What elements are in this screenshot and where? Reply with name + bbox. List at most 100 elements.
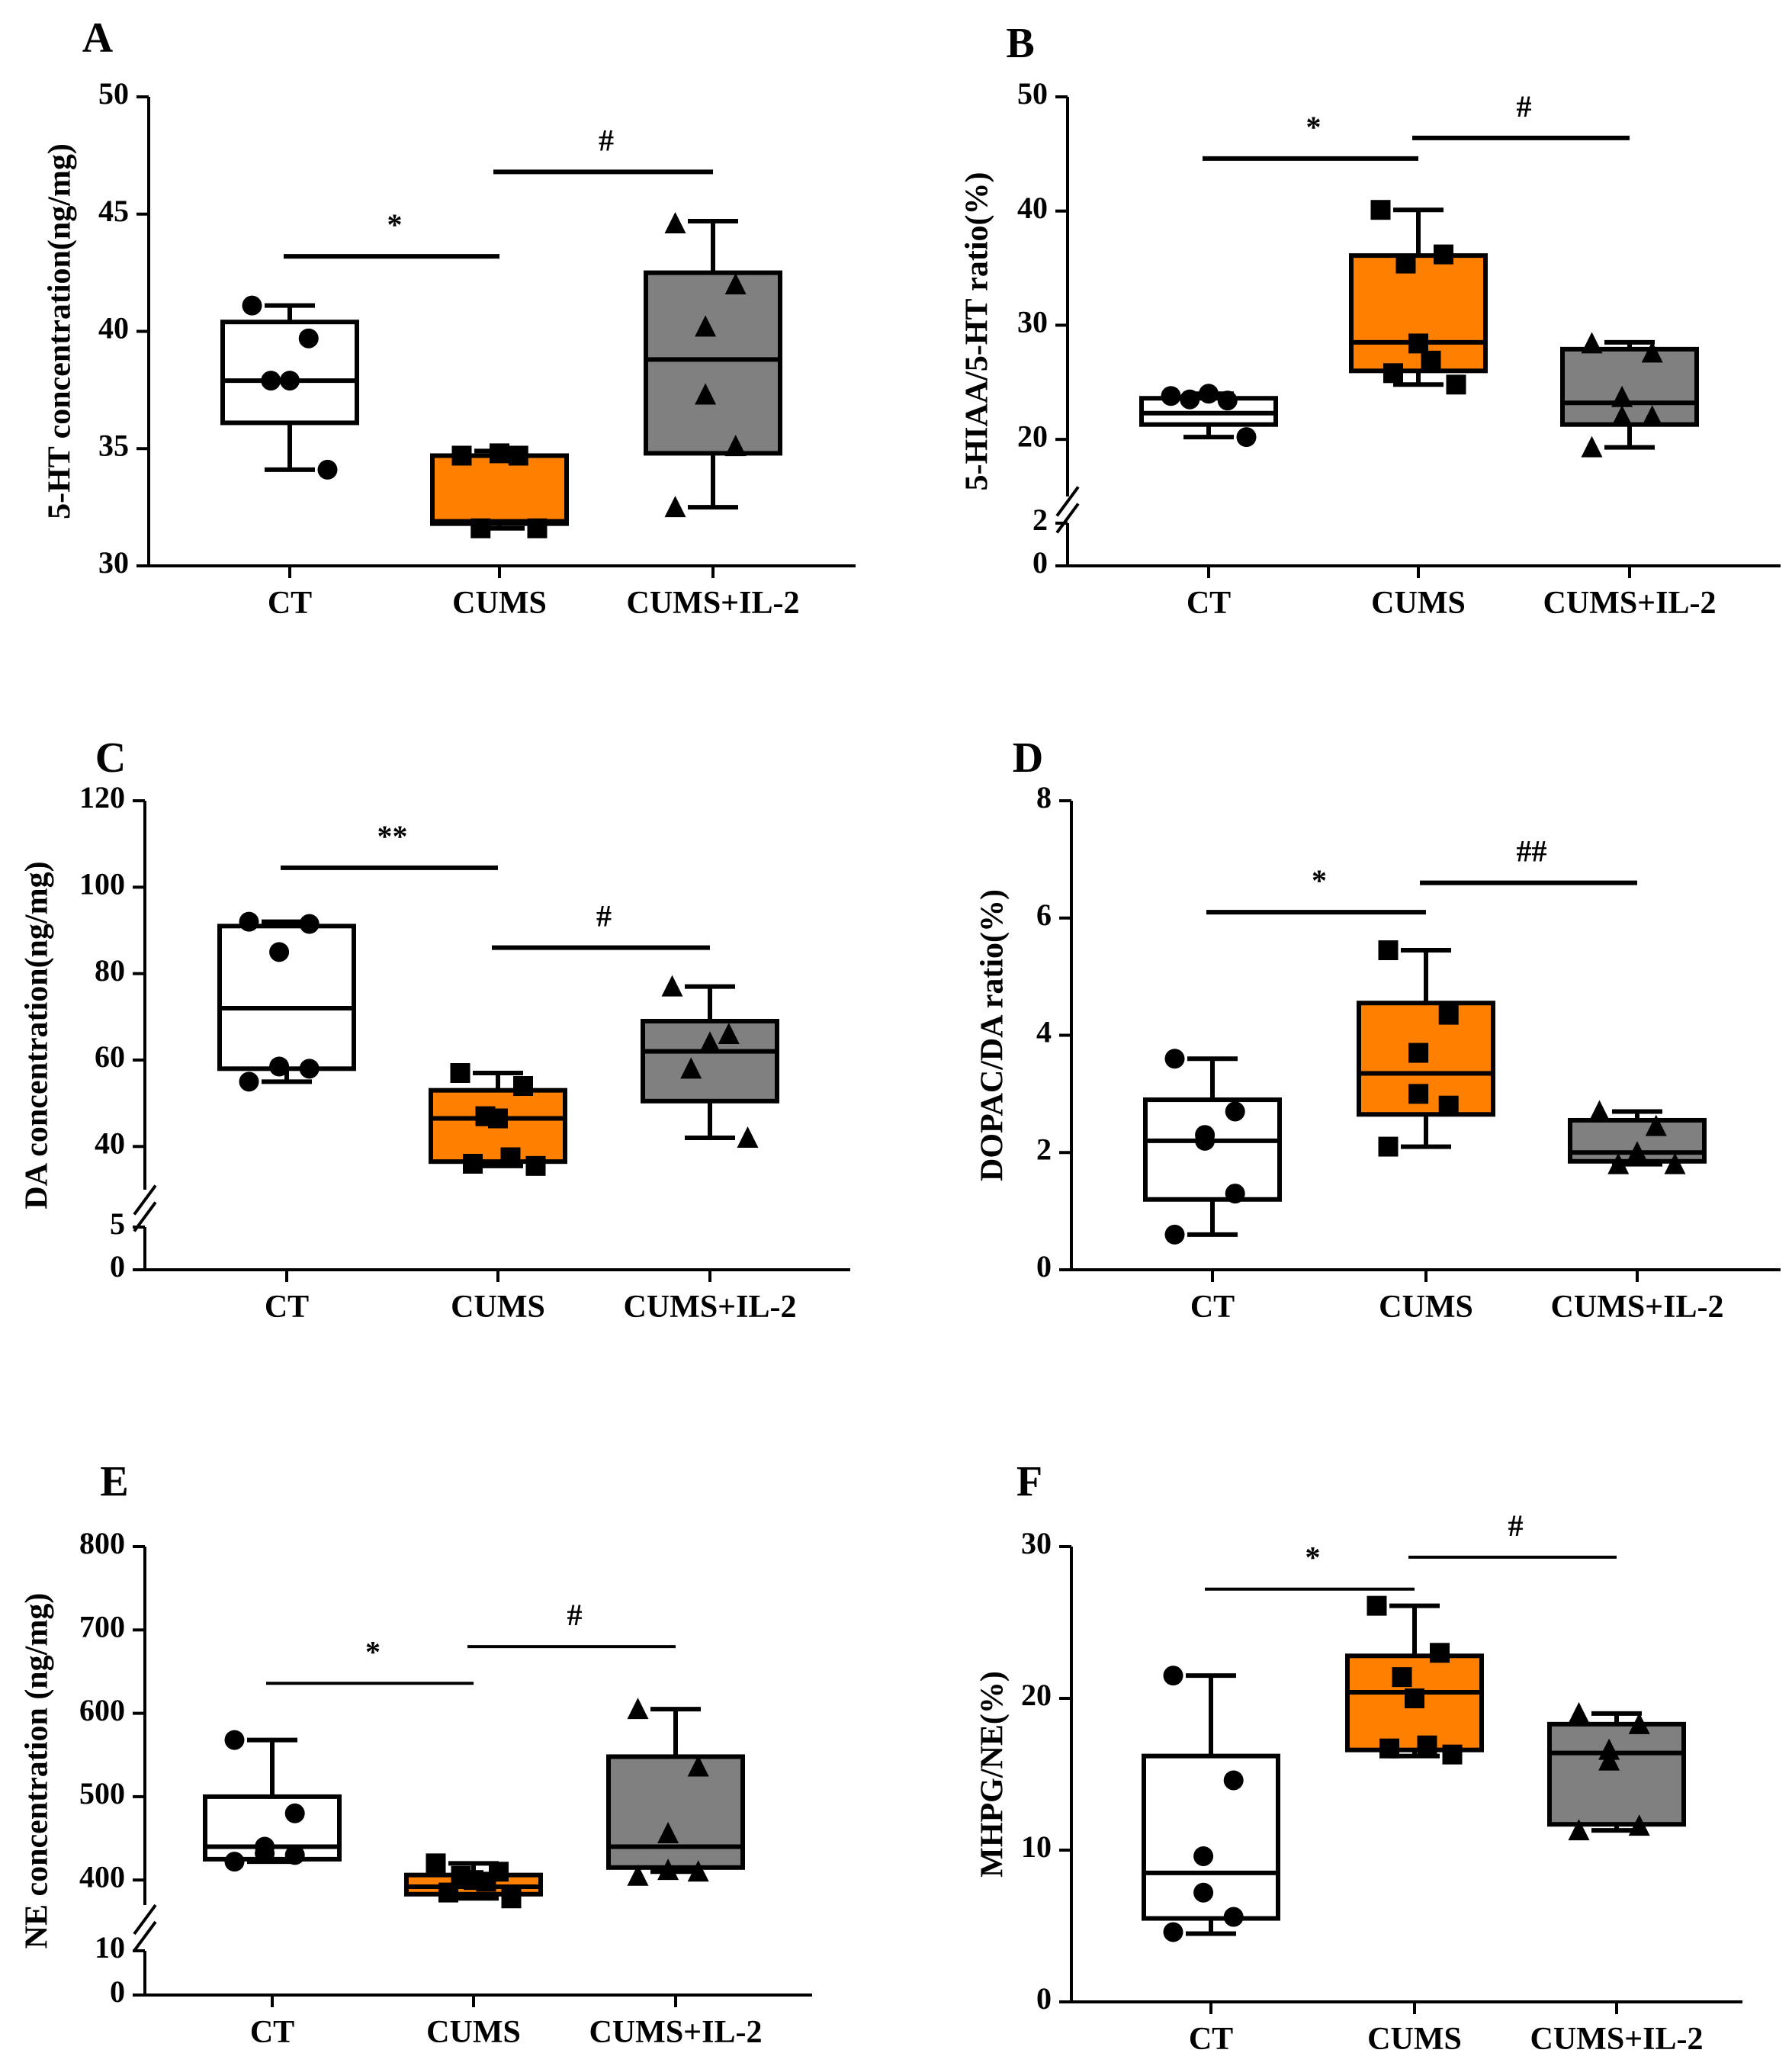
- data-point: [1611, 405, 1633, 427]
- data-point: [317, 459, 338, 480]
- y-tick-label: 2: [1032, 503, 1048, 537]
- data-point: [284, 1803, 305, 1823]
- y-tick-label: 45: [98, 194, 129, 228]
- y-tick-label: 4: [1036, 1015, 1052, 1049]
- data-point: [724, 435, 747, 457]
- data-point: [476, 1871, 496, 1892]
- significance-label: *: [1312, 863, 1327, 898]
- data-point: [525, 1155, 546, 1176]
- data-point: [1193, 1882, 1214, 1903]
- x-tick-label: CUMS: [451, 1290, 545, 1325]
- y-axis-title: MHPG/NE(%): [975, 1671, 1010, 1878]
- data-point: [1195, 1130, 1216, 1151]
- points-1: [1161, 384, 1257, 448]
- points-3: [1568, 1701, 1650, 1841]
- panel-b: B 0 2 20 30 40 50 5-HIAA/5-HT ratio(%) CT CUMS CUM…: [960, 20, 1781, 621]
- data-point: [1588, 1100, 1611, 1122]
- y-axis: [1055, 97, 1080, 566]
- data-point: [255, 1843, 275, 1864]
- x-tick-label: CUMS+IL-2: [624, 1290, 797, 1325]
- data-point: [450, 1063, 470, 1083]
- y-tick-label: 50: [98, 76, 129, 111]
- data-point: [1442, 1744, 1463, 1765]
- significance-label: #: [1508, 1508, 1524, 1543]
- panel-letter: D: [1013, 734, 1043, 782]
- box-iqr: [1349, 253, 1488, 374]
- data-point: [299, 914, 320, 934]
- data-point: [1378, 940, 1399, 961]
- x-tick-label: CUMS: [452, 586, 547, 621]
- data-point: [657, 1822, 679, 1843]
- x-tick-label: CT: [268, 586, 312, 621]
- y-tick-label: 0: [110, 1249, 125, 1283]
- significance-label: #: [567, 1598, 583, 1632]
- box-3: [644, 218, 782, 510]
- data-point: [1217, 390, 1238, 411]
- points-2: [1370, 200, 1466, 395]
- box-3: [1560, 339, 1699, 450]
- x-tick-label: CUMS+IL-2: [627, 586, 800, 621]
- data-point: [664, 212, 686, 234]
- data-point: [1568, 1701, 1590, 1724]
- data-point: [239, 911, 259, 932]
- y-tick-label: 0: [1032, 545, 1048, 580]
- data-point: [1161, 386, 1181, 406]
- y-tick-label: 30: [1021, 1526, 1052, 1560]
- data-point: [1417, 1735, 1437, 1756]
- axis-break-mark: [1055, 503, 1080, 534]
- data-point: [1408, 1043, 1429, 1063]
- significance-label: *: [365, 1634, 381, 1669]
- data-point: [1641, 405, 1663, 427]
- box-1: [1143, 1056, 1282, 1237]
- axis-break-mark: [1055, 486, 1080, 517]
- data-point: [1378, 1136, 1399, 1157]
- data-point: [261, 371, 281, 391]
- data-point: [661, 975, 683, 997]
- data-point: [1645, 1114, 1667, 1136]
- y-tick-label: 20: [1017, 419, 1048, 453]
- y-axis-title: DOPAC/DA ratio(%): [975, 889, 1010, 1181]
- data-point: [1395, 253, 1416, 274]
- data-point: [1581, 435, 1603, 458]
- points-3: [627, 1698, 709, 1886]
- y-tick-label: 500: [79, 1776, 125, 1810]
- data-point: [508, 445, 528, 466]
- data-point: [224, 1852, 245, 1872]
- data-point: [280, 371, 300, 391]
- data-point: [1641, 341, 1663, 363]
- panel-a: A 30 35 40 45 50 5-HT concentration(ng/mg) CT CU…: [43, 14, 856, 621]
- data-point: [451, 445, 472, 466]
- data-point: [1379, 1738, 1399, 1759]
- data-point: [1193, 1846, 1214, 1866]
- y-tick-label: 5: [110, 1206, 125, 1241]
- data-point: [718, 1023, 740, 1044]
- data-point: [1628, 1712, 1650, 1734]
- x-tick-label: CUMS+IL-2: [1543, 586, 1717, 621]
- y-tick-label: 2: [1036, 1132, 1052, 1166]
- y-tick-label: 30: [1017, 305, 1048, 339]
- panel-letter: E: [100, 1458, 128, 1505]
- box-iqr: [430, 453, 569, 526]
- box-iqr: [1143, 1097, 1282, 1202]
- panel-d: D 0 2 4 6 8 DOPAC/DA ratio(%) CT CUMS CUMS+IL-2 * #…: [975, 734, 1781, 1325]
- y-axis-title: 5-HIAA/5-HT ratio(%): [960, 172, 995, 490]
- points-2: [451, 443, 548, 538]
- y-tick-label: 400: [79, 1859, 125, 1894]
- data-point: [299, 1059, 320, 1079]
- significance-label: #: [599, 123, 614, 157]
- data-point: [1581, 332, 1603, 354]
- x-tick-label: CUMS: [1371, 586, 1466, 621]
- data-point: [527, 518, 548, 538]
- data-point: [1664, 1152, 1686, 1174]
- y-tick-label: 120: [79, 780, 125, 814]
- y-tick-label: 60: [95, 1039, 125, 1074]
- data-point: [1236, 427, 1257, 448]
- data-point: [1370, 200, 1391, 220]
- data-point: [1383, 363, 1403, 384]
- y-tick-label: 40: [98, 311, 129, 345]
- y-tick-label: 10: [1021, 1830, 1052, 1864]
- significance-label: **: [377, 819, 408, 853]
- y-axis: [133, 801, 157, 1270]
- data-point: [438, 1882, 458, 1903]
